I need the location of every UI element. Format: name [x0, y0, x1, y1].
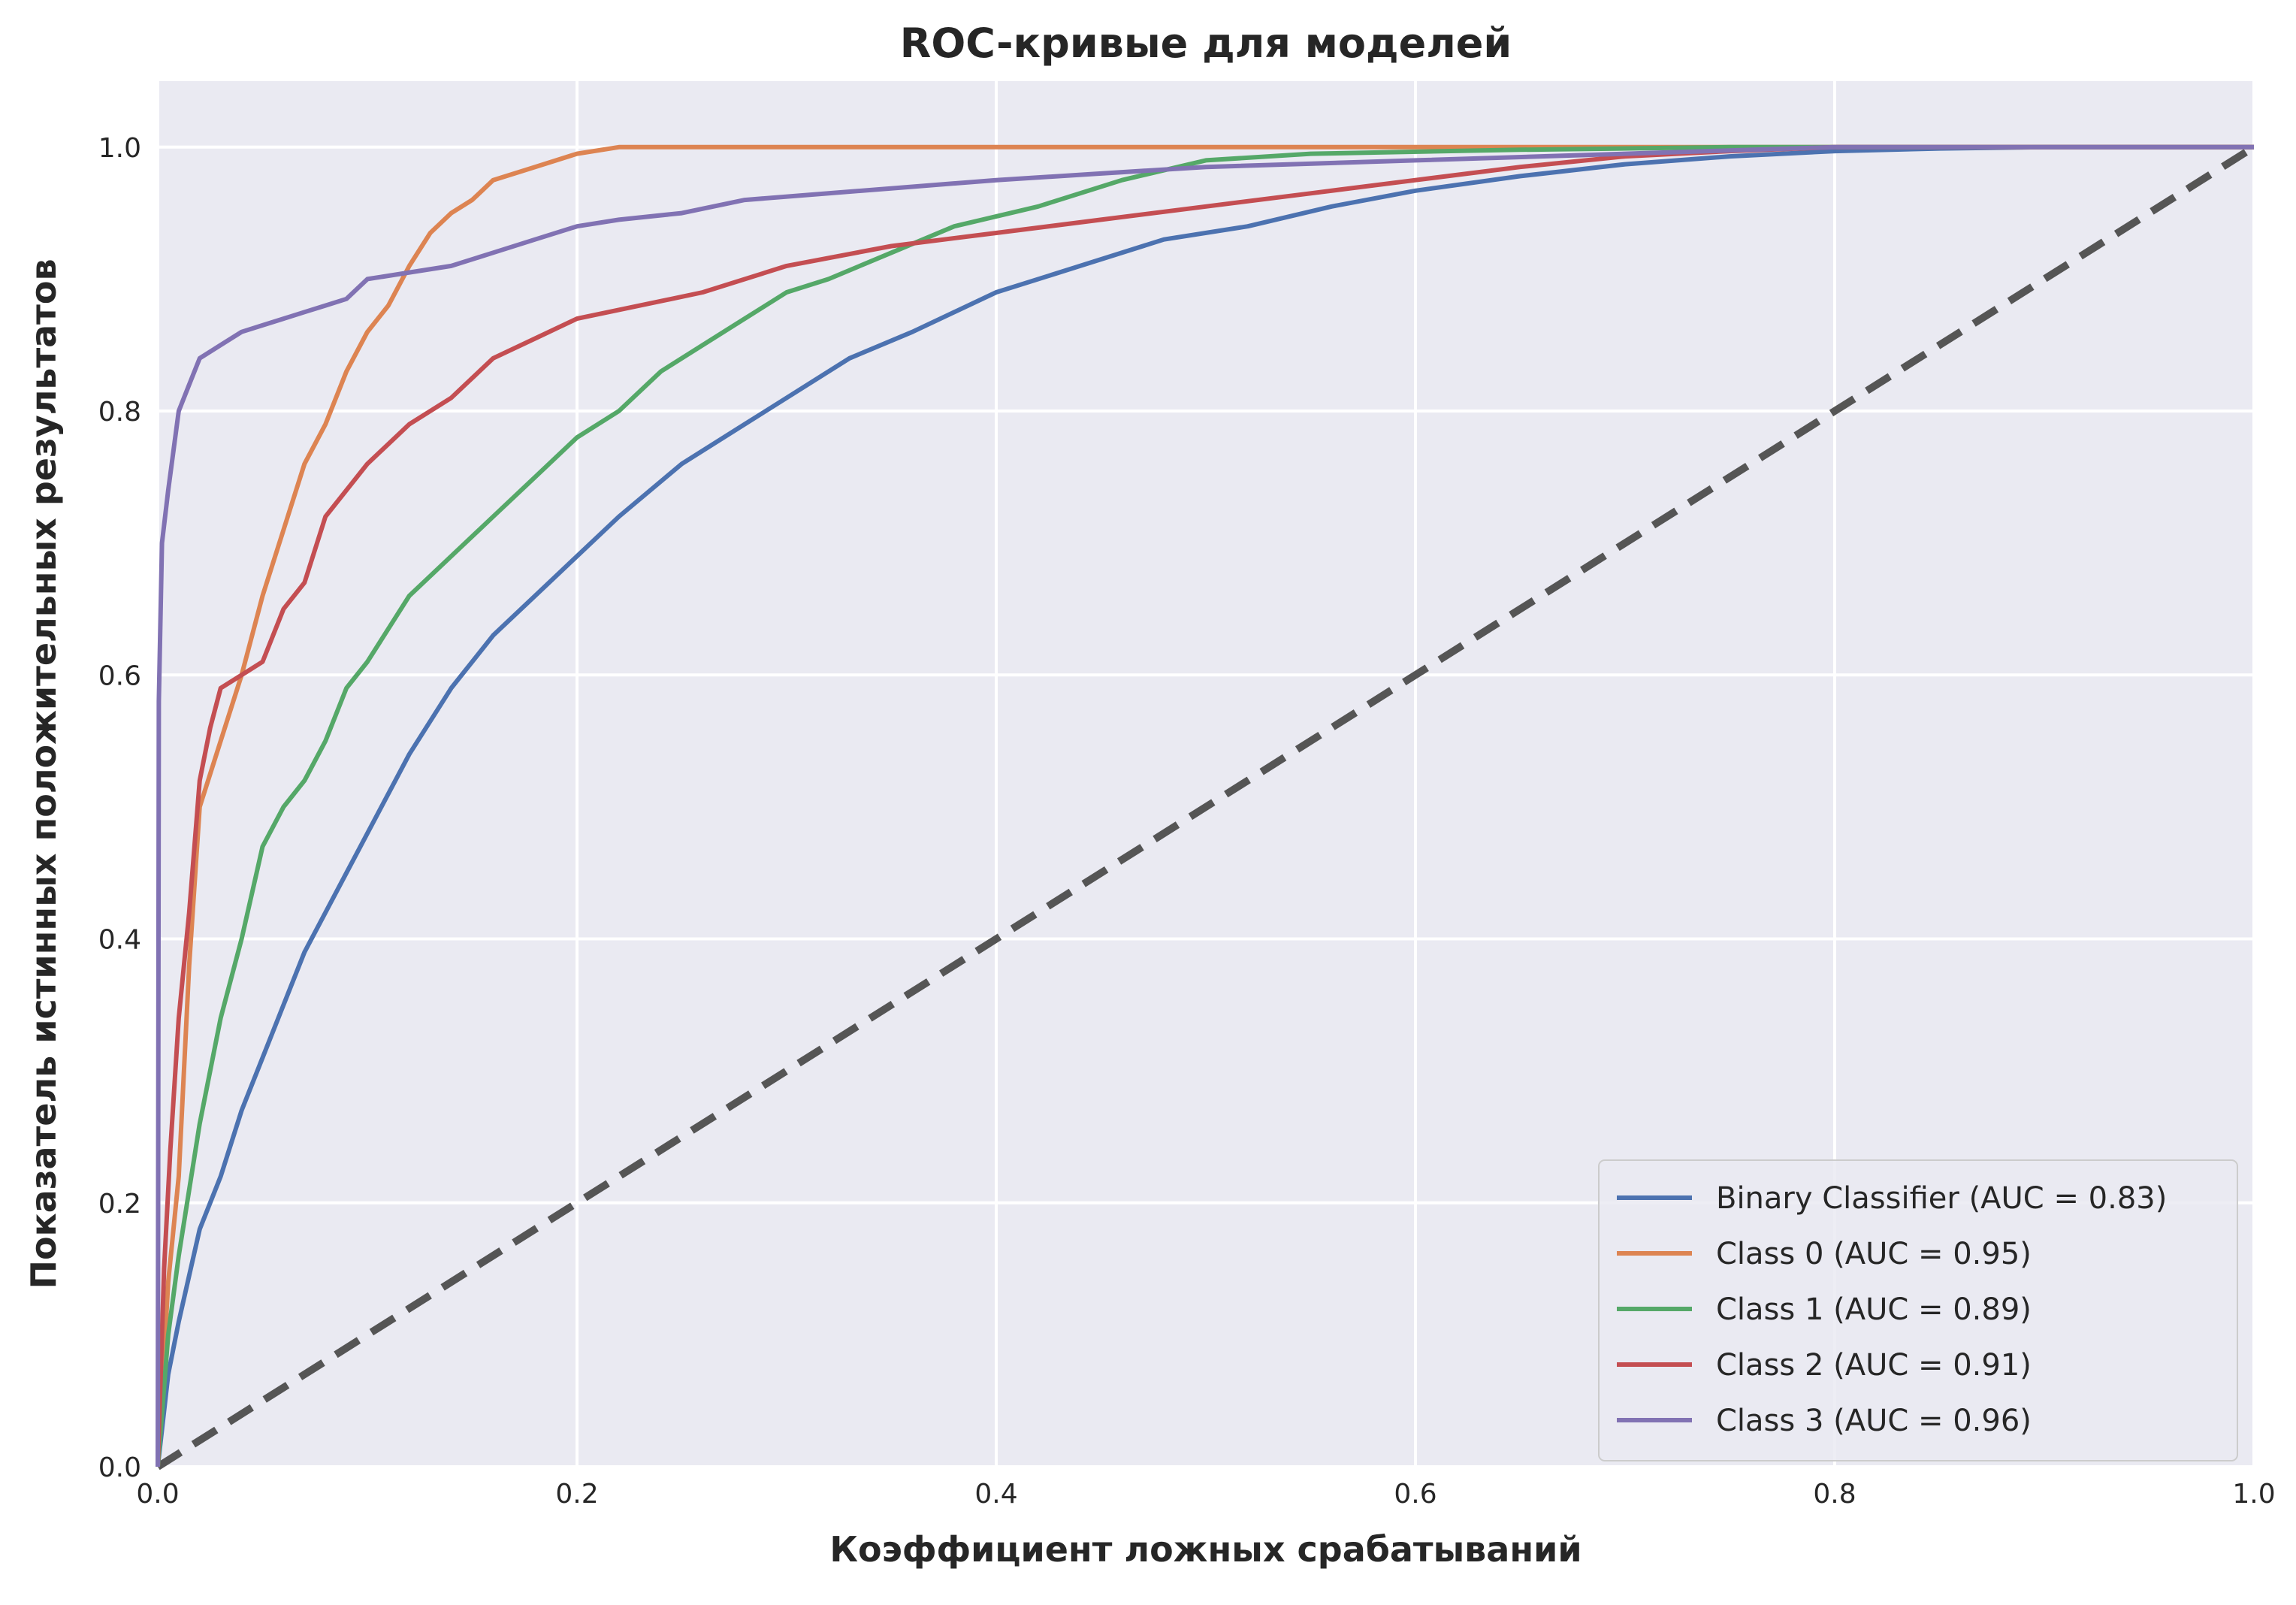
x-tick-label: 0.0 [136, 1479, 179, 1510]
y-tick-label: 0.4 [98, 925, 141, 956]
x-tick-label: 0.2 [555, 1479, 598, 1510]
legend: Binary Classifier (AUC = 0.83) Class 0 (A… [1598, 1159, 2238, 1461]
tick-labels: 0.0 0.2 0.4 0.6 0.8 1.0 0.0 0.2 0.4 0.6 0.8 1.0 [98, 133, 2276, 1510]
legend-box [1598, 1159, 2238, 1461]
series-layer [156, 144, 2254, 1467]
x-tick-label: 0.8 [1813, 1479, 1856, 1510]
y-tick-label: 1.0 [98, 133, 141, 164]
x-axis-label: Коэффициент ложных срабатываний [829, 1529, 1582, 1570]
y-tick-label: 0.8 [98, 397, 141, 428]
legend-label-4: Class 3 (AUC = 0.96) [1716, 1404, 2032, 1438]
y-axis-label: Показатель истинных положительных резуль… [23, 258, 64, 1289]
legend-label-1: Class 0 (AUC = 0.95) [1716, 1237, 2032, 1271]
legend-label-0: Binary Classifier (AUC = 0.83) [1716, 1181, 2167, 1216]
x-tick-label: 0.4 [974, 1479, 1017, 1510]
y-tick-label: 0.0 [98, 1452, 141, 1483]
x-tick-label: 1.0 [2232, 1479, 2275, 1510]
series-line-3 [156, 144, 2254, 1467]
series-line-4 [156, 144, 2254, 1467]
x-tick-label: 0.6 [1394, 1479, 1437, 1510]
legend-label-2: Class 1 (AUC = 0.89) [1716, 1292, 2032, 1327]
y-tick-label: 0.6 [98, 660, 141, 691]
reference-diagonal-line [156, 144, 2256, 1470]
chart-title: ROC-кривые для моделей [900, 20, 1512, 67]
series-line-2 [156, 144, 2254, 1467]
reference-line-layer [156, 144, 2256, 1470]
y-tick-label: 0.2 [98, 1189, 141, 1220]
legend-label-3: Class 2 (AUC = 0.91) [1716, 1348, 2032, 1383]
series-line-0 [156, 144, 2254, 1467]
